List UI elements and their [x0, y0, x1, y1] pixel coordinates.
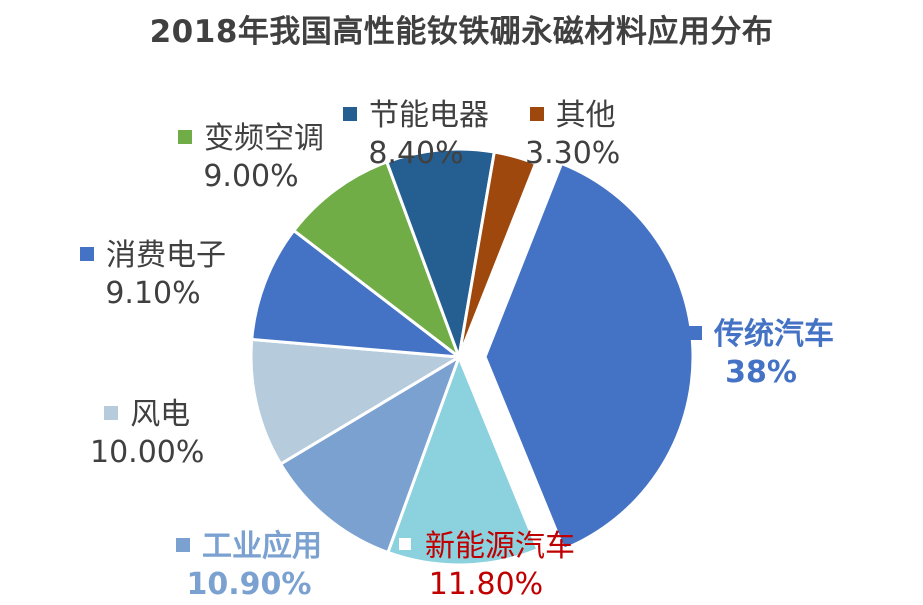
label-wind-power: 风电 10.00% — [90, 396, 204, 472]
legend-swatch-energy-saving-appliance — [343, 107, 357, 121]
pie-slice-other — [457, 150, 538, 359]
slice-value-other: 3.30% — [525, 136, 621, 171]
pie-slice-wind-power — [249, 337, 461, 466]
legend-swatch-other — [529, 107, 544, 121]
slice-name-other: 其他 — [555, 98, 616, 133]
slice-name-wind-power: 风电 — [130, 397, 191, 432]
pie-slice-traditional-car — [483, 161, 695, 551]
pie-slice-consumer-electronics — [250, 229, 461, 359]
slice-value-energy-saving-appliance: 8.40% — [368, 136, 464, 171]
label-consumer-electronics: 消费电子 9.10% — [80, 237, 226, 313]
slice-name-consumer-electronics: 消费电子 — [106, 238, 226, 273]
legend-swatch-consumer-electronics — [80, 247, 94, 261]
label-traditional-car: 传统汽车 38% — [688, 316, 834, 392]
legend-swatch-industrial — [176, 538, 190, 552]
label-energy-saving-appliance: 节能电器 8.40% — [343, 97, 489, 173]
slice-name-industrial: 工业应用 — [202, 529, 322, 564]
label-new-energy-car: 新能源汽车 11.80% — [397, 528, 575, 604]
legend-swatch-traditional-car — [688, 326, 702, 340]
label-industrial: 工业应用 10.90% — [176, 528, 322, 604]
pie-slice-new-energy-car — [386, 355, 540, 567]
slice-value-consumer-electronics: 9.10% — [105, 276, 201, 311]
pie-slice-inverter-ac — [292, 160, 461, 359]
slice-name-traditional-car: 传统汽车 — [714, 317, 834, 352]
slice-value-industrial: 10.90% — [186, 567, 312, 602]
pie-slice-industrial — [279, 355, 461, 554]
slice-value-wind-power: 10.00% — [90, 435, 205, 470]
slice-value-traditional-car: 38% — [725, 355, 797, 390]
slice-name-inverter-ac: 变频空调 — [204, 121, 324, 156]
label-other: 其他 3.30% — [525, 97, 620, 173]
legend-swatch-inverter-ac — [178, 130, 192, 144]
legend-swatch-wind-power — [104, 406, 119, 420]
chart-title: 2018年我国高性能钕铁硼永磁材料应用分布 — [149, 14, 774, 50]
slice-value-new-energy-car: 11.80% — [428, 567, 544, 602]
label-inverter-ac: 变频空调 9.00% — [178, 120, 324, 196]
slice-name-new-energy-car: 新能源汽车 — [425, 529, 575, 564]
legend-swatch-new-energy-car — [397, 536, 413, 552]
slice-name-energy-saving-appliance: 节能电器 — [369, 98, 489, 133]
slice-value-inverter-ac: 9.00% — [203, 159, 299, 194]
